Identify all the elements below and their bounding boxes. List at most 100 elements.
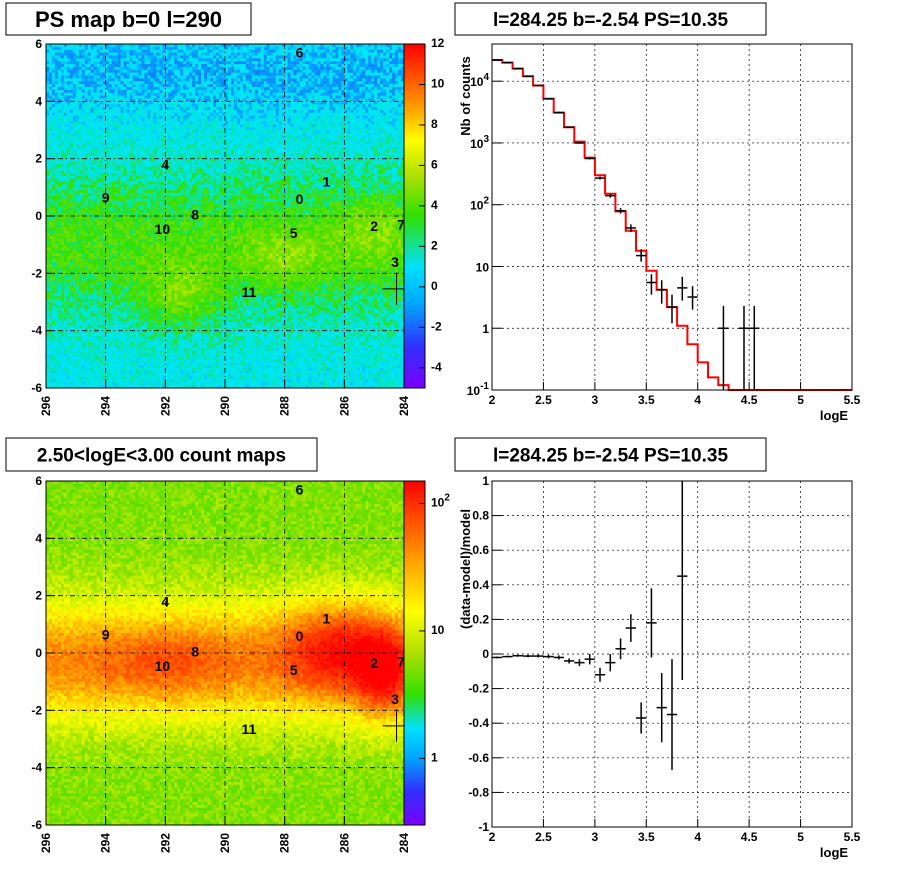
heatmap-cell	[308, 69, 312, 73]
heatmap-cell	[141, 69, 145, 73]
heatmap-cell	[216, 147, 220, 151]
heatmap-cell	[48, 92, 53, 96]
heatmap-cell	[171, 147, 175, 151]
heatmap-cell	[245, 135, 250, 139]
heatmap-cell	[296, 49, 300, 53]
heatmap-cell	[171, 144, 175, 148]
heatmap-cell	[84, 101, 89, 105]
heatmap-cell	[350, 109, 354, 114]
heatmap-cell	[183, 64, 187, 68]
heatmap-cell	[275, 121, 279, 125]
heatmap-cell	[359, 58, 363, 62]
heatmap-cell	[81, 55, 86, 59]
heatmap-cell	[227, 121, 232, 125]
heatmap-cell	[248, 75, 253, 79]
heatmap-cell	[281, 49, 285, 53]
heatmap-cell	[171, 161, 175, 165]
heatmap-cell	[159, 92, 163, 96]
heatmap-cell	[117, 78, 121, 82]
heatmap-cell	[102, 98, 106, 102]
heatmap-cell	[132, 61, 136, 65]
heatmap-cell	[272, 130, 277, 134]
heatmap-cell	[171, 112, 175, 116]
heatmap-cell	[227, 109, 232, 114]
heatmap-cell	[377, 150, 381, 154]
heatmap-cell	[108, 44, 112, 48]
heatmap-cell	[204, 87, 208, 91]
heatmap-cell	[392, 109, 396, 114]
heatmap-cell	[81, 144, 86, 148]
heatmap-cell	[165, 49, 169, 53]
heatmap-cell	[269, 152, 274, 157]
heatmap-cell	[138, 64, 142, 68]
heatmap-cell	[371, 81, 375, 85]
heatmap-cell	[371, 78, 375, 82]
heatmap-cell	[341, 158, 345, 162]
heatmap-cell	[299, 89, 303, 94]
heatmap-cell	[287, 115, 291, 119]
heatmap-cell	[266, 49, 271, 53]
heatmap-cell	[314, 61, 318, 65]
heatmap-cell	[350, 127, 354, 131]
heatmap-cell	[236, 98, 241, 102]
heatmap-cell	[213, 92, 217, 96]
heatmap-cell	[350, 147, 354, 151]
heatmap-cell	[401, 75, 405, 79]
heatmap-cell	[120, 141, 124, 145]
heatmap-cell	[93, 81, 98, 85]
heatmap-cell	[320, 147, 324, 151]
heatmap-cell	[392, 144, 396, 148]
heatmap-cell	[57, 92, 62, 96]
heatmap-cell	[347, 55, 351, 59]
heatmap-cell	[341, 101, 345, 105]
heatmap-cell	[287, 138, 291, 142]
heatmap-cell	[150, 98, 154, 102]
heatmap-cell	[207, 66, 211, 71]
heatmap-cell	[216, 118, 220, 122]
heatmap-cell	[156, 101, 160, 105]
heatmap-cell	[242, 141, 247, 145]
heatmap-cell	[180, 66, 184, 71]
heatmap-cell	[213, 84, 217, 88]
heatmap-cell	[168, 58, 172, 62]
heatmap-cell	[380, 49, 384, 53]
heatmap-cell	[78, 49, 83, 53]
heatmap-cell	[242, 124, 247, 128]
heatmap-cell	[153, 130, 157, 134]
heatmap-cell	[54, 104, 59, 108]
heatmap-cell	[168, 152, 172, 157]
heatmap-cell	[260, 135, 265, 139]
heatmap-cell	[204, 61, 208, 65]
heatmap-cell	[213, 124, 217, 128]
heatmap-cell	[389, 72, 393, 76]
heatmap-cell	[365, 124, 369, 128]
heatmap-cell	[168, 84, 172, 88]
heatmap-cell	[192, 109, 196, 114]
heatmap-cell	[320, 69, 324, 73]
heatmap-cell	[114, 69, 118, 73]
heatmap-cell	[57, 138, 62, 142]
heatmap-cell	[78, 144, 83, 148]
heatmap-cell	[314, 64, 318, 68]
heatmap-cell	[177, 84, 181, 88]
heatmap-cell	[213, 95, 217, 99]
heatmap-cell	[78, 155, 83, 159]
heatmap-cell	[141, 78, 145, 82]
heatmap-cell	[275, 104, 279, 108]
heatmap-cell	[195, 158, 199, 162]
heatmap-cell	[269, 107, 274, 111]
heatmap-cell	[254, 75, 259, 79]
heatmap-cell	[126, 104, 130, 108]
heatmap-cell	[51, 84, 56, 88]
heatmap-cell	[314, 66, 318, 71]
heatmap-cell	[81, 75, 86, 79]
heatmap-cell	[204, 118, 208, 122]
heatmap-cell	[323, 112, 327, 116]
heatmap-cell	[233, 127, 238, 131]
heatmap-cell	[66, 69, 71, 73]
heatmap-cell	[222, 98, 226, 102]
heatmap-cell	[236, 55, 241, 59]
heatmap-cell	[171, 95, 175, 99]
heatmap-cell	[171, 98, 175, 102]
heatmap-cell	[257, 92, 262, 96]
